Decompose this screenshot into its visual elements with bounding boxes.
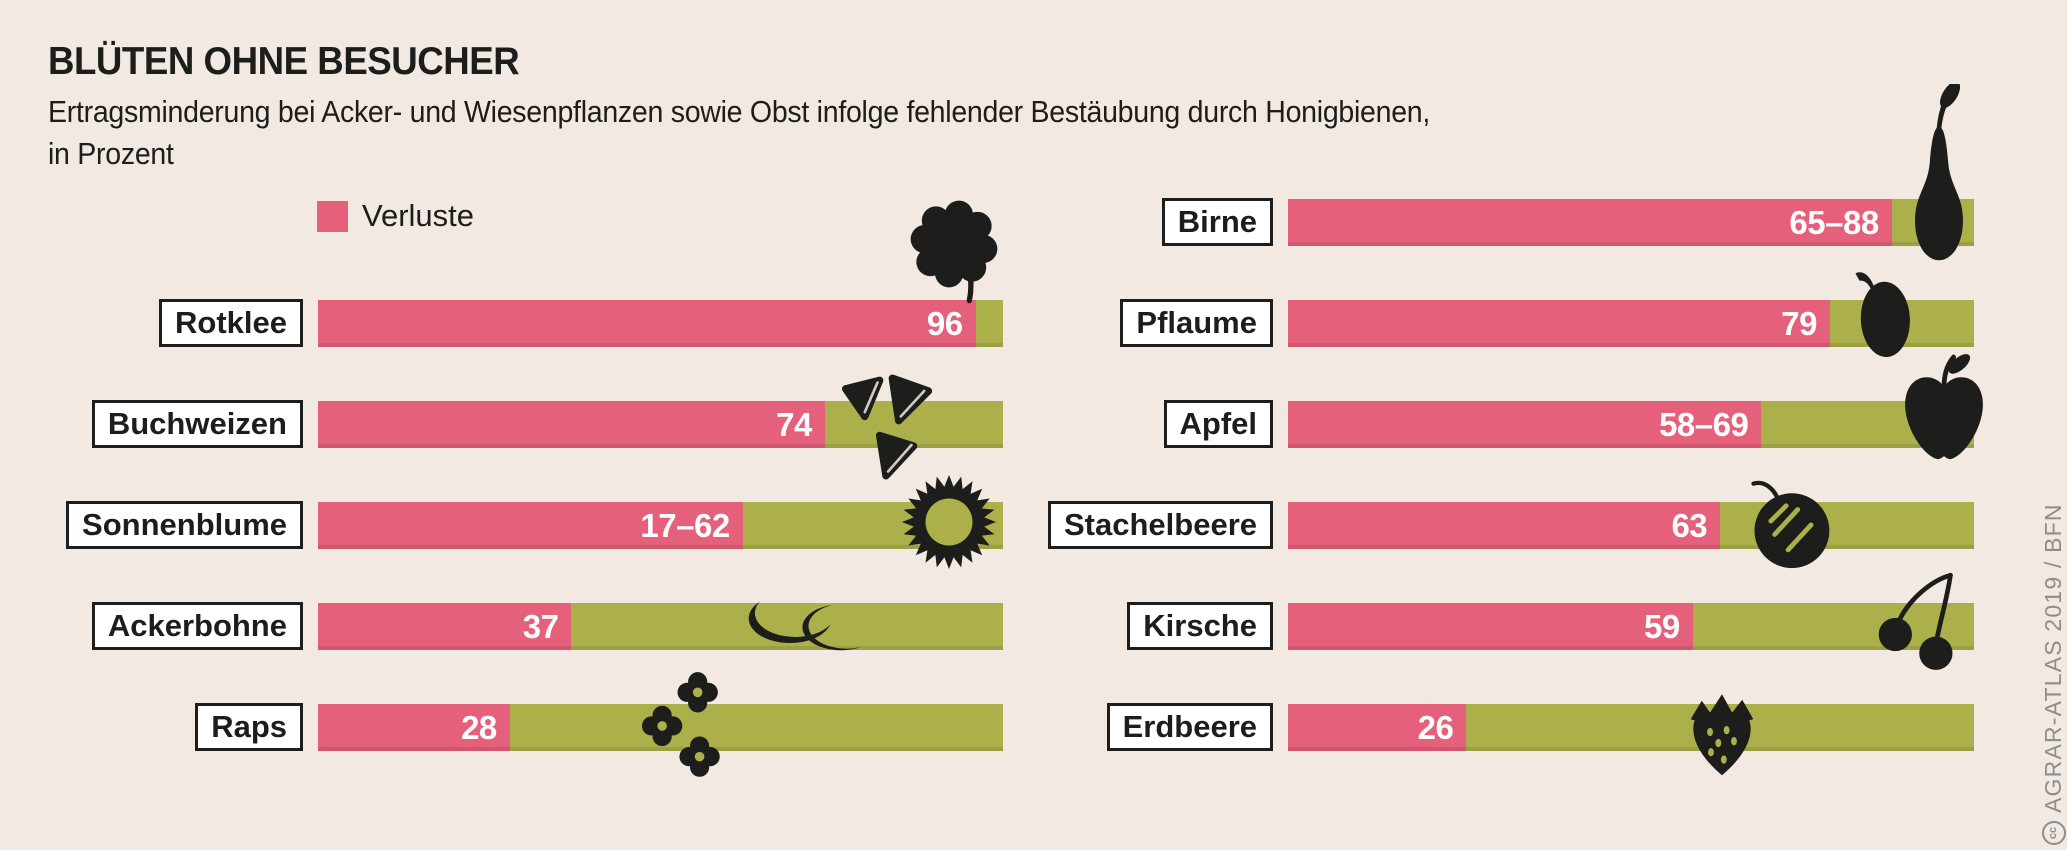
plum-icon bbox=[1850, 266, 1918, 358]
bar-fill: 58–69 bbox=[1288, 401, 1762, 448]
rapeseed-icon bbox=[642, 670, 738, 778]
bar-fill: 28 bbox=[318, 704, 510, 751]
bar-fill: 63 bbox=[1288, 502, 1721, 549]
bar-value: 59 bbox=[1644, 607, 1680, 645]
cc-icon: cc bbox=[2041, 821, 2066, 845]
bar-fill: 59 bbox=[1288, 603, 1693, 650]
beans-icon bbox=[737, 580, 875, 662]
credit-text: AGRAR-ATLAS 2019 / BFN bbox=[2040, 503, 2066, 813]
bar-fill: 65–88 bbox=[1288, 199, 1892, 246]
bar-track: 79 bbox=[1288, 300, 1974, 347]
bar-fill: 74 bbox=[318, 401, 825, 448]
legend-swatch bbox=[317, 200, 348, 232]
clover-icon bbox=[895, 183, 1013, 305]
bar-track: 37 bbox=[318, 603, 1003, 650]
sunflower-icon bbox=[901, 474, 997, 570]
strawberry-icon bbox=[1676, 686, 1768, 778]
bar-fill: 17–62 bbox=[318, 502, 743, 549]
bar-fill: 37 bbox=[318, 603, 572, 650]
bar-value: 26 bbox=[1417, 708, 1454, 746]
category-label-pflaume: Pflaume bbox=[1120, 299, 1273, 347]
category-label-erdbeere: Erdbeere bbox=[1106, 703, 1273, 751]
bar-track: 63 bbox=[1288, 502, 1974, 549]
bar-track: 58–69 bbox=[1288, 401, 1974, 448]
apple-icon bbox=[1896, 354, 1992, 464]
gooseberry-icon bbox=[1742, 472, 1838, 574]
bar-value: 28 bbox=[461, 708, 497, 746]
category-label-stachelbeere: Stachelbeere bbox=[1048, 501, 1273, 549]
bar-value: 65–88 bbox=[1789, 203, 1879, 241]
bar-fill: 79 bbox=[1288, 300, 1830, 347]
bar-value: 96 bbox=[926, 304, 963, 342]
bar-value: 17–62 bbox=[640, 506, 730, 544]
legend-label: Verluste bbox=[362, 198, 475, 233]
legend: Verluste bbox=[317, 198, 474, 234]
bar-value: 63 bbox=[1671, 506, 1708, 544]
bar-value: 37 bbox=[522, 607, 559, 645]
bar-track: 96 bbox=[318, 300, 1003, 347]
buckwheat-icon bbox=[826, 374, 946, 480]
category-label-raps: Raps bbox=[195, 703, 303, 751]
bar-value: 58–69 bbox=[1659, 405, 1749, 443]
category-label-buchweizen: Buchweizen bbox=[91, 400, 303, 448]
bar-track: 59 bbox=[1288, 603, 1974, 650]
bar-track: 65–88 bbox=[1288, 199, 1974, 246]
bar-fill: 96 bbox=[318, 300, 976, 347]
category-label-birne: Birne bbox=[1161, 198, 1273, 246]
category-label-sonnenblume: Sonnenblume bbox=[66, 501, 303, 549]
subtitle-line-1: Ertragsminderung bei Acker- und Wiesenpf… bbox=[48, 94, 1431, 129]
pear-icon bbox=[1893, 84, 1985, 262]
category-label-apfel: Apfel bbox=[1163, 400, 1273, 448]
bar-value: 74 bbox=[776, 405, 812, 443]
bar-track: 17–62 bbox=[318, 502, 1003, 549]
bar-track: 26 bbox=[1288, 704, 1974, 751]
bar-value: 79 bbox=[1781, 304, 1817, 342]
bar-fill: 26 bbox=[1288, 704, 1467, 751]
page-title: BLÜTEN OHNE BESUCHER bbox=[48, 40, 520, 83]
cherry-icon bbox=[1860, 570, 1966, 674]
credit: cc AGRAR-ATLAS 2019 / BFN bbox=[2040, 503, 2067, 845]
category-label-kirsche: Kirsche bbox=[1127, 602, 1273, 650]
subtitle-line-2: in Prozent bbox=[48, 136, 174, 171]
category-label-ackerbohne: Ackerbohne bbox=[91, 602, 303, 650]
category-label-rotklee: Rotklee bbox=[159, 299, 303, 347]
